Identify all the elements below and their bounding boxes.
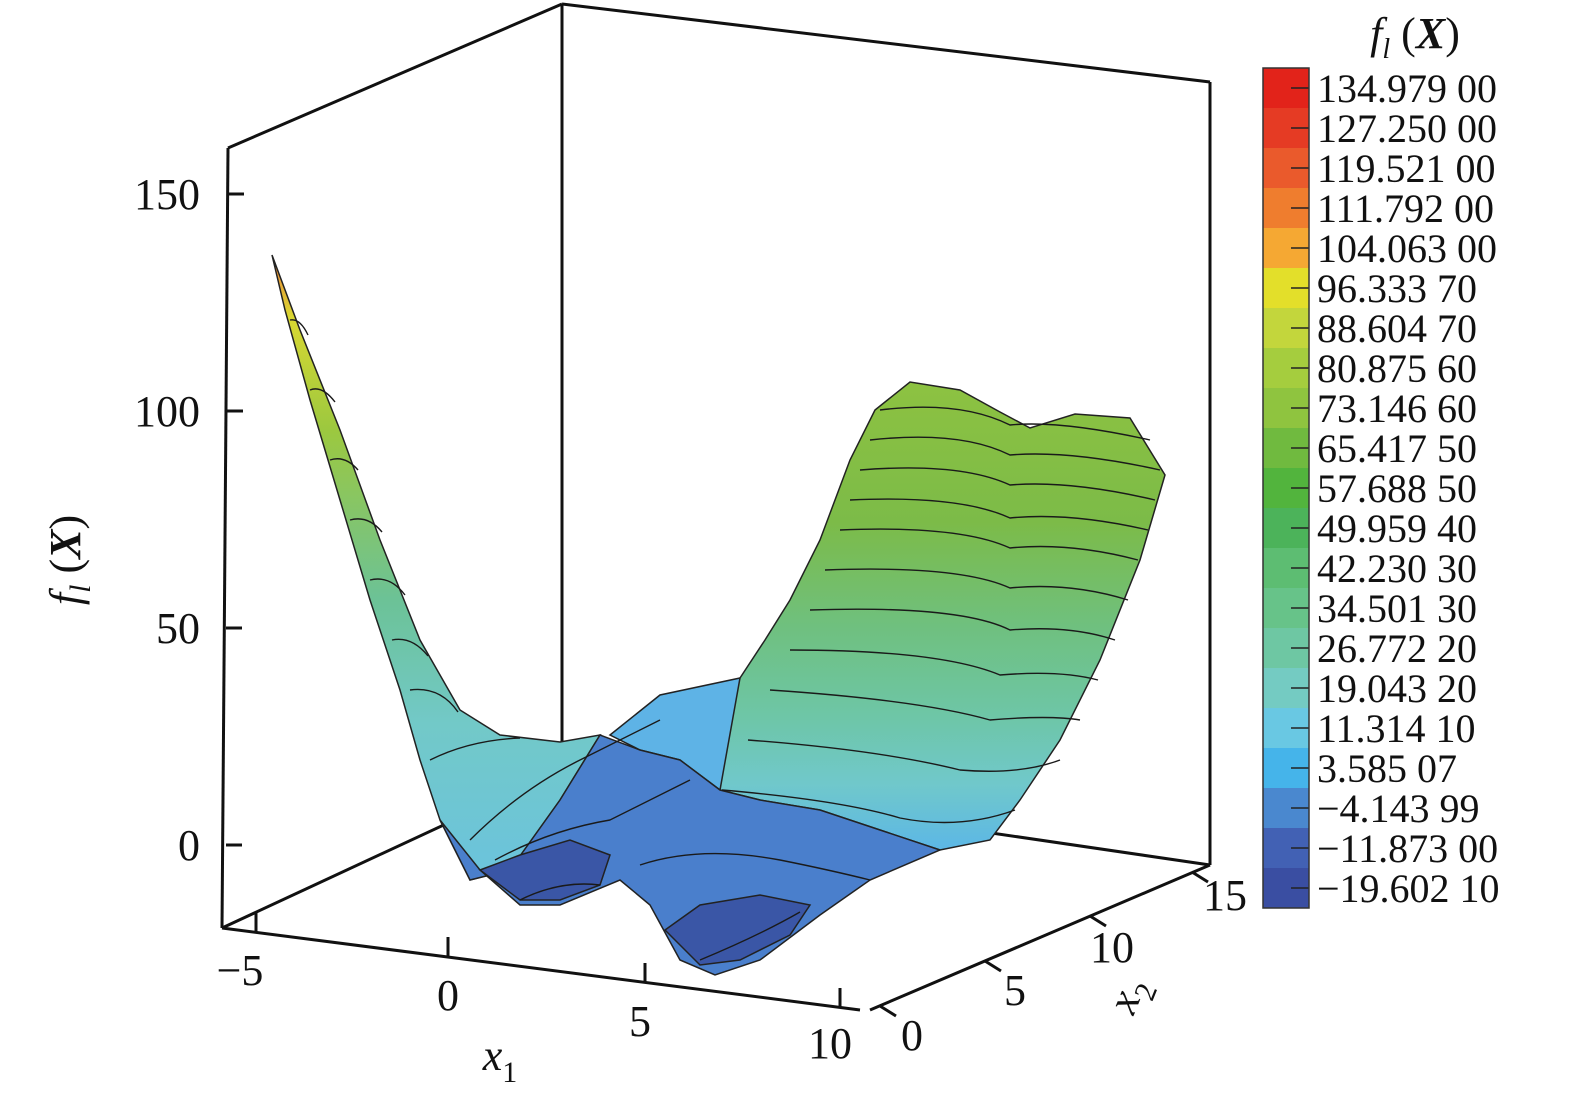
box-front-vertical <box>220 147 230 929</box>
z-tick-label: 0 <box>178 821 200 870</box>
surface-right-slope <box>719 381 1166 851</box>
colorbar-label: 88.604 70 <box>1317 306 1477 351</box>
z-label-sub: l <box>64 585 97 593</box>
contour-line <box>329 458 359 471</box>
contour-line <box>809 608 1116 641</box>
x2-tick-label: 5 <box>1004 966 1026 1015</box>
box-top-left <box>227 2 563 150</box>
cb-title-var: X <box>1414 9 1447 58</box>
colorbar-label: 119.521 00 <box>1317 146 1496 191</box>
contour-line <box>859 467 1156 501</box>
contour-line <box>349 518 383 533</box>
contour-line <box>639 852 871 881</box>
contour-line <box>789 649 1099 681</box>
colorbar-label: 57.688 50 <box>1317 466 1477 511</box>
colorbar-label: −4.143 99 <box>1317 786 1480 831</box>
contour-line <box>849 498 1149 531</box>
contour-line <box>869 436 1161 471</box>
surface-basin-right <box>663 894 812 966</box>
x2-axis-label: x2 <box>1097 969 1164 1024</box>
surface-basin-left <box>478 839 611 901</box>
contour-line <box>289 319 309 336</box>
contour-line <box>494 779 691 861</box>
x2-axis-line <box>869 863 1211 1012</box>
contour-line <box>824 568 1129 601</box>
z-label-open: ( <box>41 559 90 585</box>
colorbar-label: 3.585 07 <box>1317 746 1457 791</box>
z-label-var: X <box>41 528 90 561</box>
colorbar-frame <box>1262 67 1310 909</box>
z-axis-label: fl (X) <box>41 515 97 605</box>
x2-major-tick <box>879 1004 897 1018</box>
contour-line <box>391 638 429 657</box>
x1-tick-label: −5 <box>217 946 264 995</box>
contour-line <box>879 406 1151 441</box>
z-label-close: ) <box>41 515 90 530</box>
x2-tick-label: 0 <box>901 1011 923 1060</box>
x2-tick-label: 10 <box>1090 923 1134 972</box>
contour-line <box>721 789 1016 824</box>
contour-line <box>469 719 661 841</box>
x1-axis-label: x1 <box>482 1031 518 1089</box>
x1-tick-label: 0 <box>437 971 459 1020</box>
contour-line <box>699 911 801 961</box>
surface <box>271 254 1166 976</box>
colorbar-label: 104.063 00 <box>1317 226 1497 271</box>
surface-left-slope <box>271 254 602 881</box>
x1-tick-label: 5 <box>629 997 651 1046</box>
colorbar-label: 73.146 60 <box>1317 386 1477 431</box>
colorbar-label: −11.873 00 <box>1317 826 1498 871</box>
colorbar-title: fl (X) <box>1370 9 1460 65</box>
contour-lines <box>289 319 1161 961</box>
contour-line <box>429 737 521 761</box>
contour-line <box>839 528 1139 561</box>
x2-major-tick <box>984 959 1002 973</box>
z-axis: 0 50 100 150 fl (X) <box>41 170 244 870</box>
x1-label-var: x <box>482 1031 503 1080</box>
colorbar-label: 19.043 20 <box>1317 666 1477 711</box>
contour-line <box>519 883 601 901</box>
colorbar-label: 134.979 00 <box>1317 66 1497 111</box>
contour-line <box>309 388 336 403</box>
x2-major-tick <box>1191 870 1209 884</box>
colorbar-label: 111.792 00 <box>1317 186 1494 231</box>
x2-major-tick <box>1089 914 1107 928</box>
x1-label-sub: 1 <box>502 1056 517 1089</box>
cb-title-open: ( <box>1390 9 1416 58</box>
x2-axis: 0 5 10 15 x2 <box>869 863 1247 1060</box>
z-tick-label: 100 <box>134 387 200 436</box>
colorbar-label: 49.959 40 <box>1317 506 1477 551</box>
x2-tick-label: 15 <box>1203 871 1247 920</box>
colorbar-label: 26.772 20 <box>1317 626 1477 671</box>
contour-line <box>769 689 1081 721</box>
colorbar-label: 42.230 30 <box>1317 546 1477 591</box>
colorbar-label: 34.501 30 <box>1317 586 1477 631</box>
x1-axis: −5 0 5 10 x1 <box>217 912 861 1089</box>
x1-tick-label: 10 <box>808 1019 852 1068</box>
contour-line <box>747 739 1061 772</box>
box-top-right <box>561 2 1211 84</box>
x1-axis-line <box>221 926 861 1012</box>
colorbar-label: 11.314 10 <box>1317 706 1476 751</box>
colorbar-label: −19.602 10 <box>1317 866 1500 911</box>
contour-line <box>409 688 459 713</box>
colorbar-label: 65.417 50 <box>1317 426 1477 471</box>
cb-title-sub: l <box>1382 34 1390 65</box>
colorbar-swatches <box>1263 68 1309 908</box>
z-tick-label: 150 <box>134 170 200 219</box>
z-tick-label: 50 <box>156 604 200 653</box>
colorbar-label: 80.875 60 <box>1317 346 1477 391</box>
colorbar-label: 96.333 70 <box>1317 266 1477 311</box>
cb-title-close: ) <box>1445 9 1460 58</box>
contour-line <box>369 578 406 596</box>
colorbar-label: 127.250 00 <box>1317 106 1497 151</box>
